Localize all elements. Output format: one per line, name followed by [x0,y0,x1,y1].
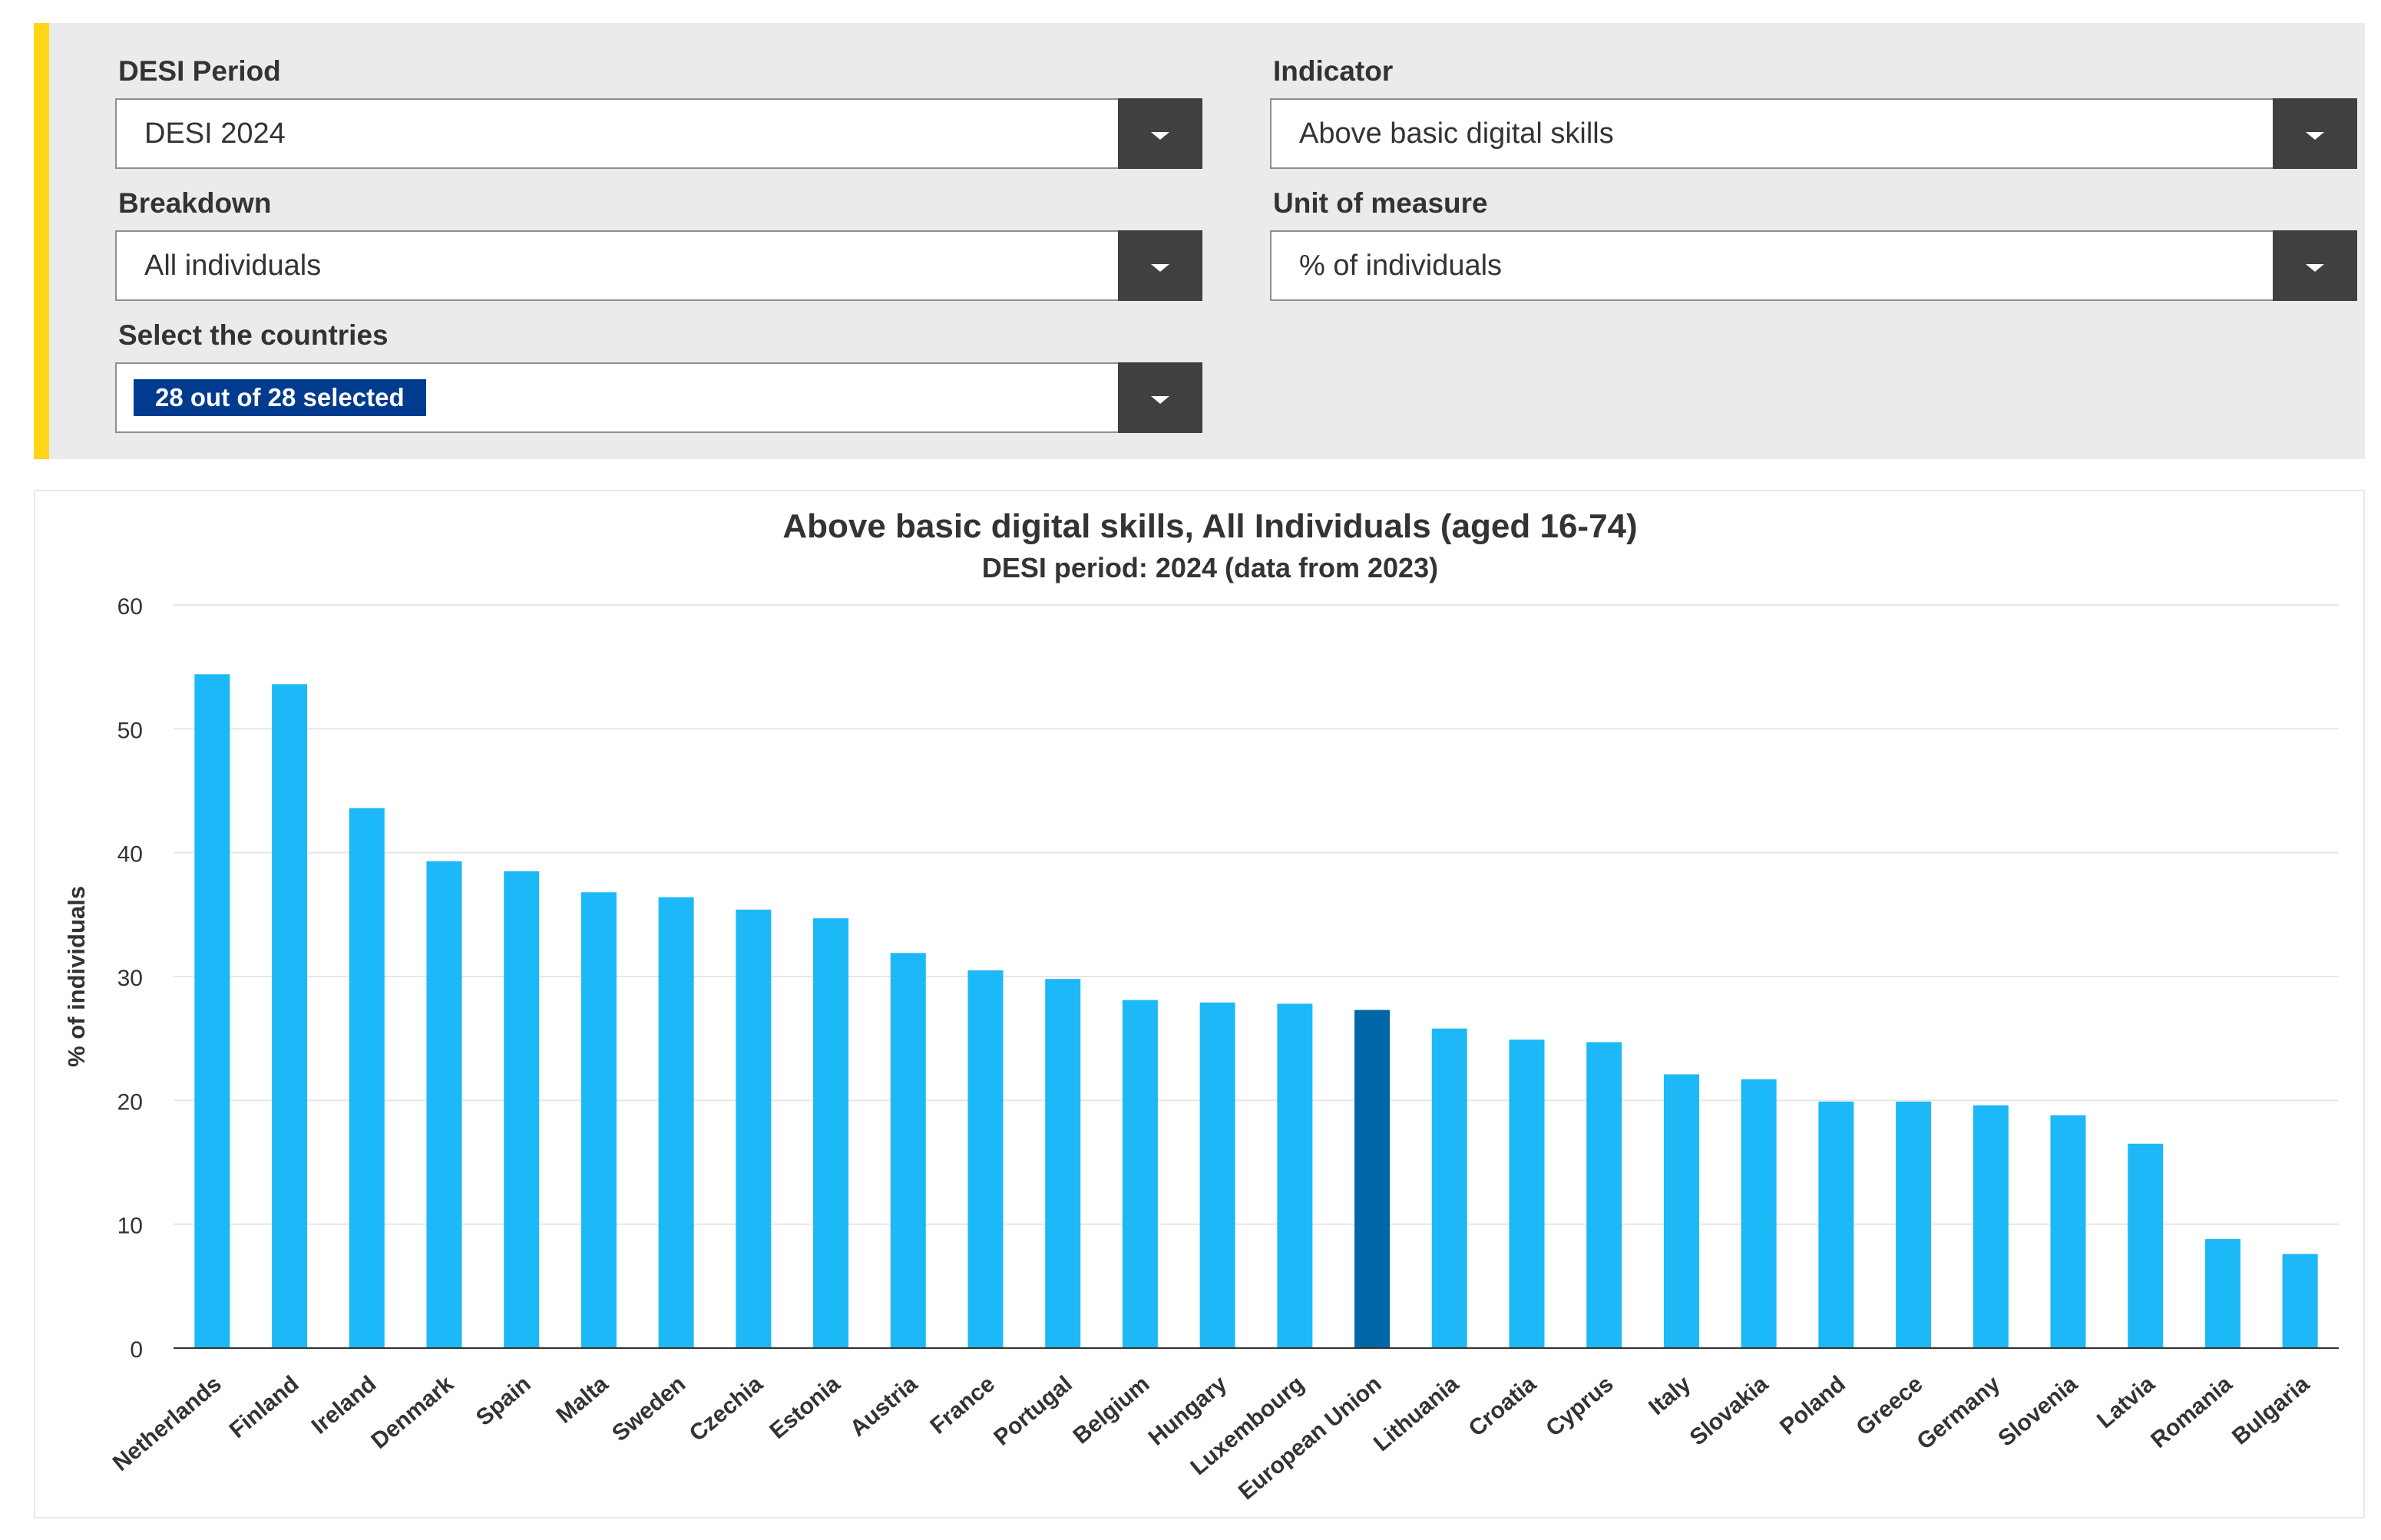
filter-panel: DESI Period DESI 2024 Indicator Above ba… [34,23,2365,459]
bar-chart: Above basic digital skills, All Individu… [63,507,2339,1505]
bar [1973,1105,2009,1348]
y-tick-label: 10 [117,1214,143,1239]
bar [1199,1002,1235,1348]
x-tick-label: Netherlands [108,1371,227,1476]
chevron-down-icon [1151,132,1169,140]
indicator-select[interactable]: Above basic digital skills [1270,98,2357,169]
x-tick-label: Cyprus [1541,1371,1618,1442]
unit-select[interactable]: % of individuals [1270,230,2357,301]
bar [1663,1074,1699,1348]
bar [1122,1000,1158,1348]
x-tick-label: European Union [1234,1371,1387,1505]
bar [1741,1079,1777,1348]
x-tick-label: Slovenia [1993,1371,2082,1452]
countries-dropdown-button[interactable] [1118,362,1202,433]
breakdown-dropdown-button[interactable] [1118,230,1202,301]
x-tick-label: Slovakia [1685,1371,1774,1451]
y-tick-label: 0 [130,1337,143,1363]
x-tick-label: Poland [1775,1371,1850,1440]
x-tick-label: Latvia [2092,1371,2160,1433]
bar [1354,1010,1391,1348]
bar [890,953,926,1348]
chevron-down-icon [1151,396,1169,404]
x-tick-label: Italy [1644,1371,1695,1420]
x-tick-label: Austria [845,1371,923,1442]
bar [813,918,849,1348]
x-tick-label: Romania [2146,1371,2237,1453]
x-tick-label: Ireland [307,1371,382,1439]
breakdown-label: Breakdown [118,187,272,219]
bar [2128,1143,2164,1348]
y-tick-label: 50 [117,718,143,743]
bar [2050,1115,2086,1348]
chevron-down-icon [1151,264,1169,272]
bar [1431,1028,1467,1348]
x-tick-label: Croatia [1464,1371,1542,1442]
x-tick-label: Lithuania [1369,1371,1464,1456]
y-tick-label: 60 [117,594,143,620]
bar [967,970,1004,1348]
bar [349,808,385,1348]
countries-label: Select the countries [118,319,389,351]
indicator-label: Indicator [1273,55,1394,87]
bar [504,871,540,1348]
indicator-value: Above basic digital skills [1299,117,1614,150]
y-tick-label: 40 [117,842,143,867]
bar [194,674,230,1348]
chart-title: Above basic digital skills, All Individu… [782,507,1637,545]
desi-period-value: DESI 2024 [144,117,286,150]
countries-select[interactable]: 28 out of 28 selected [115,362,1202,433]
x-tick-label: Czechia [685,1371,768,1446]
x-tick-label: Greece [1851,1371,1927,1441]
chevron-down-icon [2306,132,2324,140]
bar [1277,1003,1313,1348]
x-tick-label: Spain [471,1371,536,1431]
unit-value: % of individuals [1299,250,1503,282]
bar [272,684,308,1348]
bar [1896,1101,1932,1348]
x-tick-label: Malta [551,1371,613,1429]
breakdown-select[interactable]: All individuals [115,230,1202,301]
desi-period-dropdown-button[interactable] [1118,98,1202,169]
x-tick-label: France [925,1371,1000,1439]
y-tick-label: 30 [117,966,143,991]
x-tick-label: Bulgaria [2227,1371,2314,1450]
bar [1045,979,1081,1348]
x-tick-label: Estonia [765,1371,845,1444]
unit-label: Unit of measure [1273,187,1488,219]
bar [426,861,462,1348]
bar [658,897,694,1348]
y-axis-label: % of individuals [63,886,90,1067]
chart-container: Above basic digital skills, All Individu… [34,490,2365,1519]
desi-period-label: DESI Period [118,55,281,87]
unit-dropdown-button[interactable] [2273,230,2357,301]
bar [736,909,772,1348]
countries-selected-badge: 28 out of 28 selected [134,379,426,416]
bar [580,892,617,1348]
chart-subtitle: DESI period: 2024 (data from 2023) [982,552,1438,583]
chevron-down-icon [2306,264,2324,272]
desi-period-select[interactable]: DESI 2024 [115,98,1202,169]
y-tick-label: 20 [117,1089,143,1115]
bar [2282,1254,2318,1348]
x-tick-label: Sweden [607,1371,690,1446]
bar [1509,1039,1545,1348]
x-tick-label: Belgium [1069,1371,1155,1449]
breakdown-value: All individuals [144,250,322,282]
x-tick-label: Portugal [989,1371,1076,1450]
x-tick-label: Germany [1912,1371,2005,1455]
bar [2204,1239,2240,1348]
x-tick-label: Finland [225,1371,304,1443]
indicator-dropdown-button[interactable] [2273,98,2357,169]
x-tick-label: Denmark [366,1371,458,1454]
bar [1818,1101,1854,1348]
bar [1586,1042,1622,1348]
